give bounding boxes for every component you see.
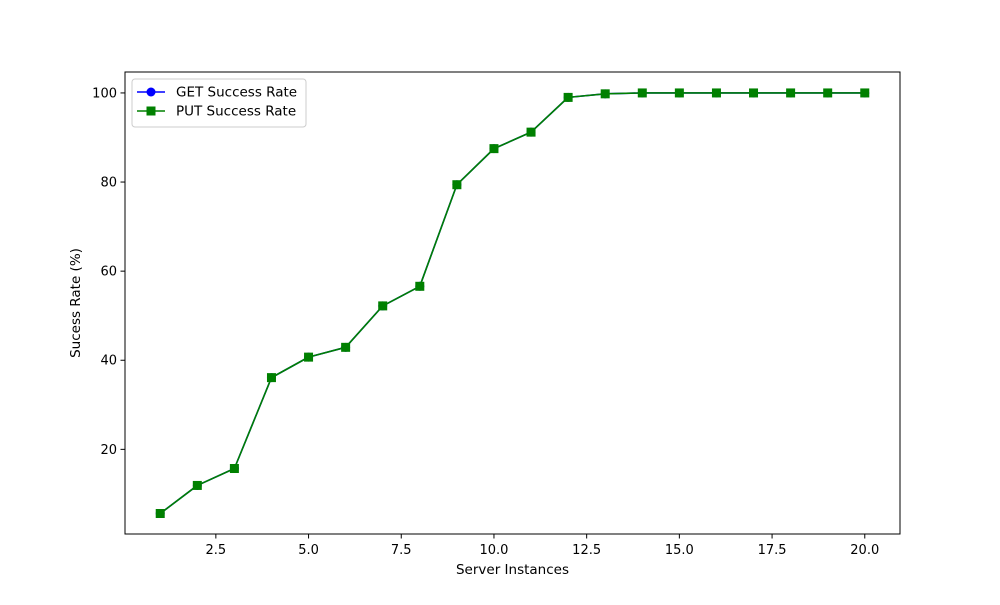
legend-item: PUT Success Rate	[137, 104, 296, 120]
data-point	[489, 144, 499, 154]
data-point	[711, 88, 721, 98]
series-put-success-rate	[155, 88, 870, 519]
y-tick-label: 40	[100, 354, 117, 369]
data-point	[526, 127, 536, 137]
data-point	[304, 352, 314, 362]
data-point	[452, 180, 462, 190]
legend-box	[131, 78, 307, 128]
legend-label: PUT Success Rate	[176, 104, 296, 120]
x-tick-label: 17.5	[758, 543, 787, 558]
x-tick-label: 5.0	[298, 543, 319, 558]
plot-frame	[124, 71, 901, 535]
data-point	[378, 301, 388, 311]
x-axis: 2.5 5.0 7.5 10.0 12.5 15.0 17.5 20.0	[206, 534, 879, 558]
data-point	[637, 88, 647, 98]
x-tick-label: 2.5	[206, 543, 227, 558]
data-point	[860, 88, 870, 98]
data-point	[563, 92, 573, 102]
legend-item: GET Success Rate	[137, 85, 297, 101]
y-tick-label: 20	[100, 443, 117, 458]
x-axis-label: Server Instances	[456, 562, 569, 578]
data-point	[229, 464, 239, 474]
x-tick-label: 12.5	[572, 543, 601, 558]
x-tick-label: 7.5	[391, 543, 412, 558]
x-tick-label: 20.0	[850, 543, 879, 558]
data-point	[823, 88, 833, 98]
data-point	[786, 88, 796, 98]
y-axis: 20 40 60 80 100	[92, 86, 125, 458]
legend: GET Success Rate PUT Success Rate	[131, 78, 307, 128]
x-tick-label: 15.0	[665, 543, 694, 558]
data-point	[674, 88, 684, 98]
data-point	[600, 89, 610, 99]
y-axis-label: Sucess Rate (%)	[68, 248, 84, 358]
data-point	[192, 480, 202, 490]
legend-marker	[146, 87, 156, 97]
data-point	[266, 373, 276, 383]
y-tick-label: 80	[100, 176, 117, 191]
y-tick-label: 100	[92, 86, 117, 101]
data-point	[341, 342, 351, 352]
y-tick-label: 60	[100, 265, 117, 280]
x-tick-label: 10.0	[479, 543, 508, 558]
legend-marker	[146, 106, 156, 116]
data-point	[749, 88, 759, 98]
legend-label: GET Success Rate	[176, 85, 297, 101]
data-point	[415, 281, 425, 291]
plot-area	[155, 88, 870, 519]
data-point	[155, 509, 165, 519]
series-line	[159, 92, 865, 515]
